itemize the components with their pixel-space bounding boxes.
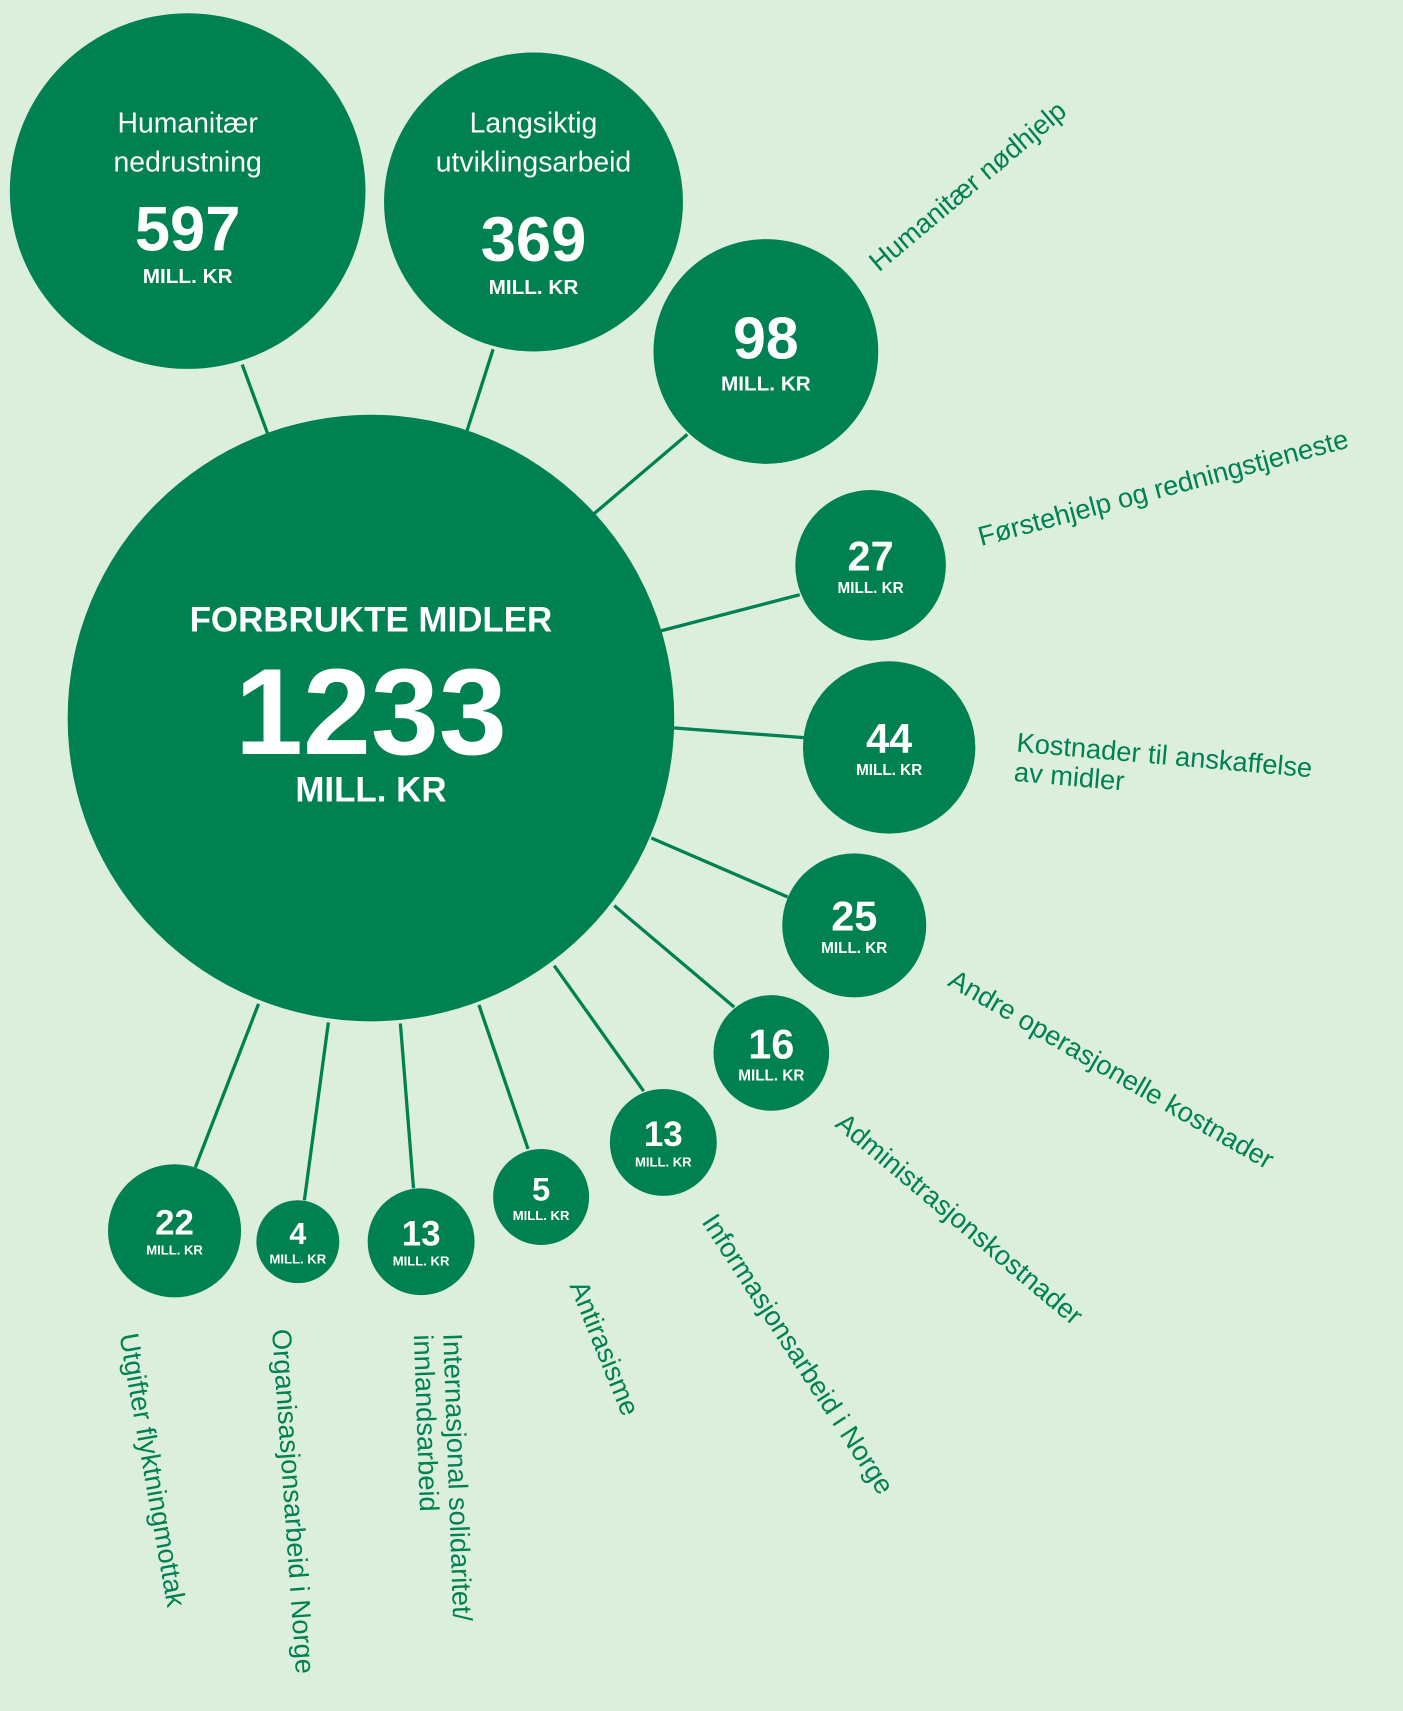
value: 13 — [402, 1214, 441, 1253]
value: 16 — [748, 1020, 794, 1067]
connector — [650, 836, 789, 899]
bubble — [782, 853, 927, 998]
value: 27 — [848, 533, 894, 580]
value: 25 — [831, 893, 877, 940]
bubble — [493, 1148, 590, 1245]
bubble — [108, 1164, 242, 1298]
unit: MILL. KR — [513, 1208, 570, 1223]
center-value: 1233 — [235, 643, 507, 780]
unit: MILL. KR — [270, 1251, 327, 1266]
bubble — [256, 1200, 340, 1284]
connector — [240, 363, 272, 440]
label: innlandsarbeid — [408, 1334, 445, 1512]
label: utviklingsarbeid — [436, 147, 631, 179]
value: 369 — [481, 205, 587, 275]
value: 22 — [155, 1203, 194, 1242]
value: 98 — [733, 307, 799, 372]
value: 5 — [532, 1171, 550, 1208]
center-unit: MILL. KR — [295, 771, 446, 810]
connector — [193, 1003, 261, 1169]
connector — [660, 593, 801, 633]
center-title: FORBRUKTE MIDLER — [190, 600, 553, 639]
label: Humanitær — [118, 107, 258, 139]
unit: MILL. KR — [838, 580, 904, 597]
unit: MILL. KR — [738, 1067, 804, 1084]
bubble — [795, 490, 946, 641]
connector — [591, 433, 689, 517]
unit: MILL. KR — [635, 1154, 692, 1169]
bubble — [9, 13, 366, 369]
connector — [613, 904, 736, 1009]
label: Langsiktig — [470, 107, 598, 139]
unit: MILL. KR — [146, 1243, 203, 1258]
value: 4 — [289, 1217, 306, 1251]
unit: MILL. KR — [856, 762, 922, 779]
unit: MILL. KR — [721, 373, 811, 396]
center-bubble — [67, 414, 675, 1022]
bubble — [367, 1188, 475, 1296]
bubble — [609, 1088, 717, 1196]
bubble — [802, 661, 976, 834]
unit: MILL. KR — [393, 1254, 450, 1269]
connector — [477, 1004, 530, 1150]
unit: MILL. KR — [143, 265, 233, 288]
value: 13 — [644, 1115, 683, 1154]
connector — [398, 1023, 416, 1189]
connector — [673, 726, 805, 740]
bubble — [653, 239, 879, 464]
value: 597 — [135, 194, 241, 264]
bubble — [384, 52, 683, 352]
unit: MILL. KR — [489, 276, 579, 299]
connector — [464, 348, 495, 435]
value: 44 — [866, 715, 912, 762]
label: nedrustning — [114, 147, 262, 179]
connector — [302, 1022, 331, 1201]
connector — [552, 964, 646, 1093]
unit: MILL. KR — [821, 940, 887, 957]
bubble — [713, 995, 830, 1111]
